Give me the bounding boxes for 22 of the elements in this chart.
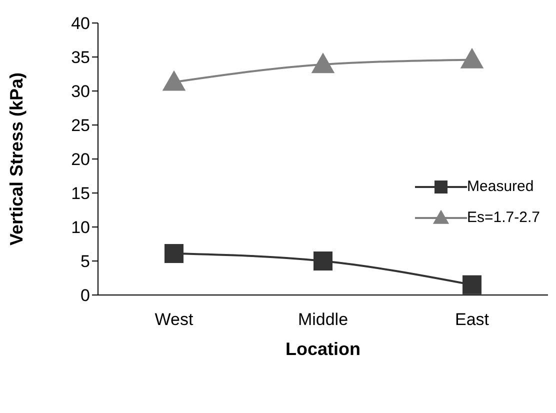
point [314,252,332,270]
x-tick-label: East [454,310,490,330]
y-tick-label: 25 [71,116,90,136]
y-tick-label: 30 [71,82,90,102]
legend-label: Es=1.7-2.7 [467,209,540,226]
point [460,48,484,68]
y-tick-label: 20 [71,150,90,170]
y-tick-label: 5 [80,252,90,272]
y-tick-label: 10 [71,218,90,238]
x-tick-label: West [154,310,194,330]
point [312,53,334,74]
point [462,275,482,294]
y-tick-label: 35 [71,48,90,68]
point [164,244,184,264]
y-tick-label: 40 [71,14,90,34]
y-axis-title: Vertical Stress (kPa) [6,72,26,246]
y-tick-label: 0 [80,286,90,306]
x-tick-label: Middle [298,310,348,330]
point [162,70,186,91]
y-tick-label: 15 [71,184,90,204]
x-axis-title: Location [286,339,360,359]
legend-label: Measured [467,178,534,195]
